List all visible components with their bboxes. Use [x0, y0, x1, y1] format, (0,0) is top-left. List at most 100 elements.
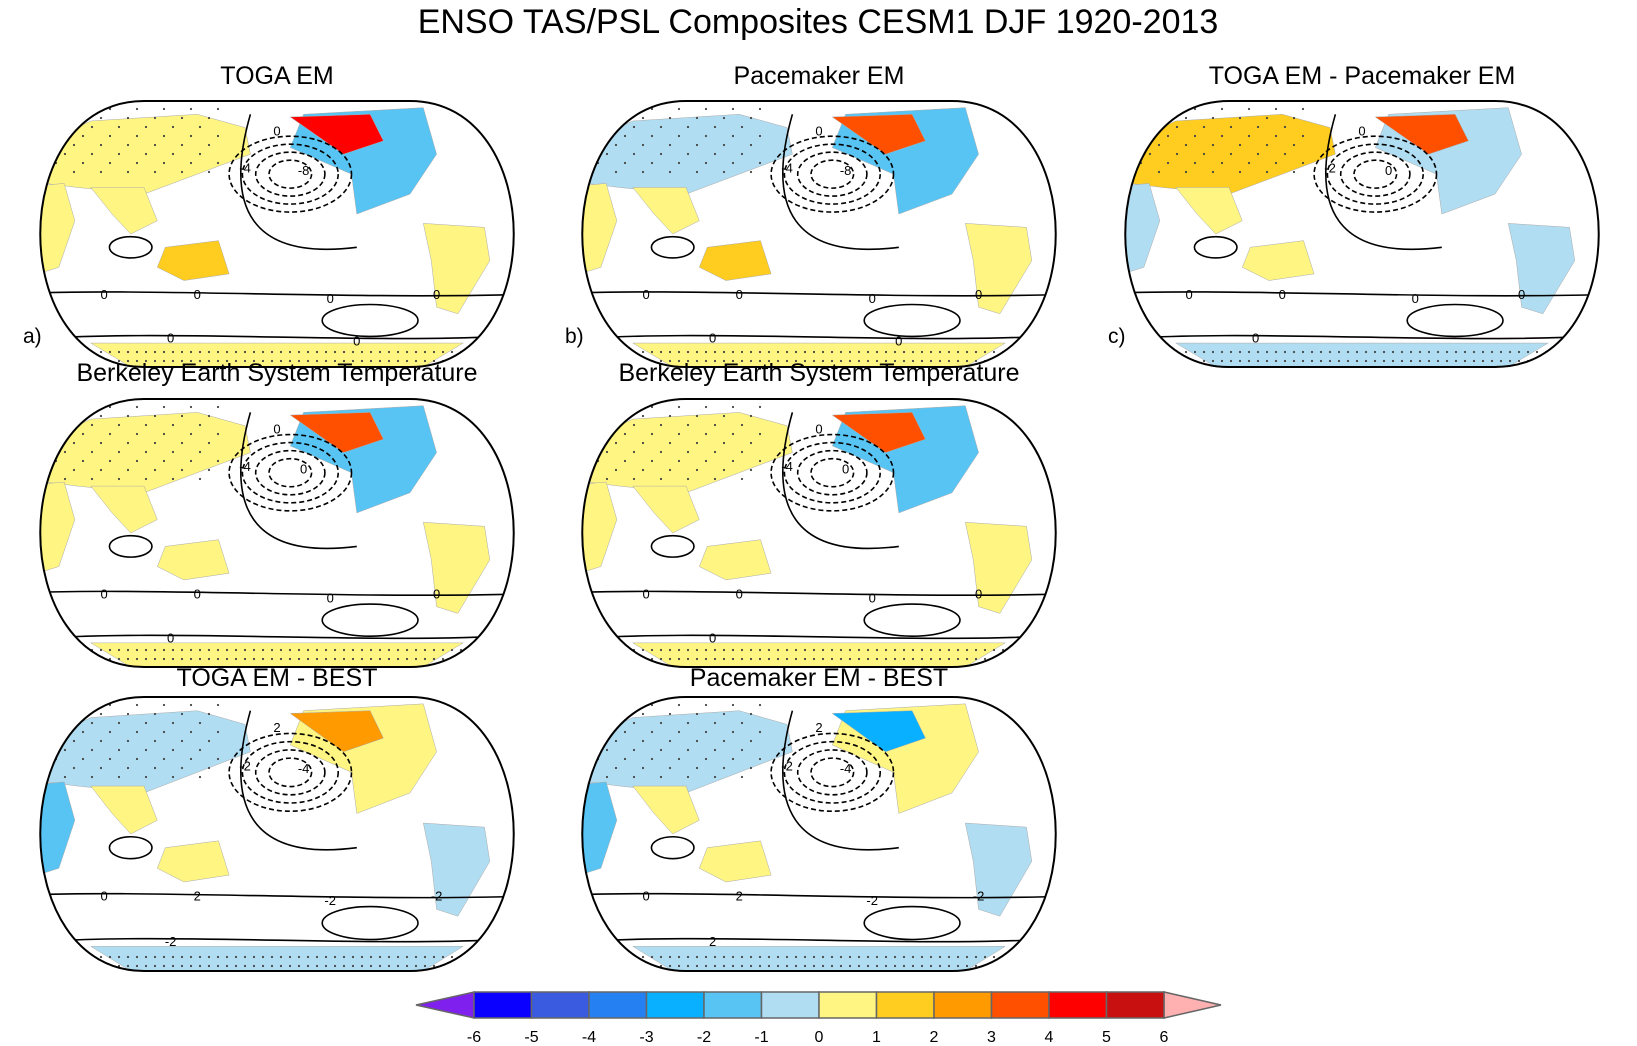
contour-label: 0: [167, 631, 174, 646]
land-anomaly-region: [631, 946, 1007, 971]
map-panel-5: Berkeley Earth System Temperature 0 -4 0 0 0 0…: [581, 359, 1057, 668]
colorbar-bin: [818, 991, 878, 1019]
contour-label: -2: [324, 893, 336, 908]
contour-label: -4: [239, 161, 251, 176]
contour-label: -2: [239, 759, 251, 774]
land-anomaly-region: [40, 710, 251, 794]
contour-label: 2: [273, 720, 280, 735]
panel-letter: c): [1108, 325, 1126, 348]
contour-label: 0: [167, 331, 174, 346]
land-anomaly-region: [698, 539, 772, 581]
contour-label: -8: [298, 163, 310, 178]
land-anomaly-region: [156, 240, 230, 281]
land-anomaly-region: [89, 946, 465, 971]
colorbar-tick-label: 4: [1045, 1029, 1054, 1046]
contour-label: 0: [194, 287, 201, 302]
land-anomaly-region: [831, 412, 926, 453]
land-anomaly-region: [89, 642, 465, 667]
contour-label: 0: [194, 586, 201, 601]
contour-label: -4: [840, 761, 852, 776]
colorbar: -6 -5 -4 -3 -2 -1 0 1 2 3 4 5 6: [415, 991, 1222, 1046]
colorbar-bin: [933, 991, 993, 1019]
colorbar-bin: [703, 991, 763, 1019]
land-anomaly-region: [1125, 114, 1336, 195]
land-anomaly-region: [1507, 223, 1576, 315]
land-anomaly-region: [632, 187, 700, 235]
contour-label: -2: [431, 889, 443, 904]
land-anomaly-region: [90, 187, 158, 235]
contour-label: 0: [1279, 287, 1286, 302]
contour-label: 0: [1185, 287, 1192, 302]
land-anomaly-region: [964, 522, 1033, 614]
colorbar-bin: [645, 991, 705, 1019]
land-anomaly-region: [289, 710, 384, 753]
colorbar-bin: [530, 991, 590, 1019]
contour-label: -2: [973, 889, 985, 904]
contour-label: 0: [100, 586, 107, 601]
contour-label: -2: [165, 934, 177, 949]
colorbar-tick-label: 5: [1102, 1029, 1111, 1046]
contour-label: -2: [1324, 161, 1336, 176]
land-anomaly-region: [964, 223, 1033, 315]
contour-label: 0: [433, 287, 440, 302]
land-anomaly-region: [90, 785, 158, 835]
land-anomaly-region: [582, 114, 793, 195]
contour-label: 0: [869, 590, 876, 605]
land-anomaly-region: [156, 840, 230, 883]
contour-label: -4: [298, 761, 310, 776]
colorbar-bin: [990, 991, 1050, 1019]
contour-label: 0: [895, 333, 902, 348]
colorbar-low-triangle: [415, 991, 475, 1019]
colorbar-bin: [875, 991, 935, 1019]
map-panel-7: Pacemaker EM - BEST 2 -2 -4 0 2 -2 -2 2: [581, 664, 1057, 972]
colorbar-tick-label: -4: [582, 1029, 596, 1046]
land-anomaly-region: [1174, 342, 1550, 367]
land-anomaly-region: [289, 412, 384, 453]
map-outline: [39, 398, 515, 668]
contour-label: 2: [815, 720, 822, 735]
colorbar-tick-label: 2: [930, 1029, 939, 1046]
land-anomaly-region: [582, 183, 618, 275]
contour-label: 0: [642, 586, 649, 601]
map-outline: [39, 696, 515, 972]
contour-label: -4: [781, 161, 793, 176]
panel-title: Berkeley Earth System Temperature: [76, 359, 477, 387]
colorbar-tick-label: -2: [697, 1029, 711, 1046]
land-anomaly-region: [1374, 114, 1469, 155]
figure-title: ENSO TAS/PSL Composites CESM1 DJF 1920-2…: [418, 3, 1219, 41]
colorbar-tick-label: 0: [815, 1029, 824, 1046]
contour-label: 2: [736, 889, 743, 904]
contour-label: 0: [1252, 331, 1259, 346]
colorbar-bin: [760, 991, 820, 1019]
land-anomaly-region: [964, 822, 1033, 917]
colorbar-tick-label: -3: [639, 1029, 653, 1046]
colorbar-bin: [1105, 991, 1165, 1019]
colorbar-bin: [473, 991, 533, 1019]
land-anomaly-region: [831, 710, 926, 753]
contour-label: 0: [273, 421, 280, 436]
land-anomaly-region: [582, 710, 793, 794]
contour-label: 0: [433, 586, 440, 601]
land-anomaly-region: [1175, 187, 1243, 235]
contour-label: 0: [975, 586, 982, 601]
contour-label: -4: [239, 459, 251, 474]
map-outline: [39, 100, 515, 368]
contour-label: 0: [1358, 123, 1365, 138]
psl-contours: [1125, 114, 1599, 342]
contour-label: 0: [815, 421, 822, 436]
map-outline: [581, 696, 1057, 972]
colorbar-tick-label: 3: [987, 1029, 996, 1046]
contour-label: 0: [869, 291, 876, 306]
map-outline: [581, 100, 1057, 368]
map-panel-1: TOGA EM a) 0 -4 -8 0 0 0 0 0 0: [23, 62, 515, 368]
colorbar-tick-label: -1: [754, 1029, 768, 1046]
contour-label: 2: [194, 889, 201, 904]
map-outline: [1124, 100, 1600, 368]
psl-contours: [582, 412, 1056, 641]
contour-label: 0: [736, 586, 743, 601]
land-anomaly-region: [632, 485, 700, 534]
land-anomaly-region: [831, 114, 926, 155]
land-anomaly-region: [582, 781, 618, 876]
colorbar-tick-label: -5: [524, 1029, 538, 1046]
panel-letter: b): [565, 325, 584, 348]
